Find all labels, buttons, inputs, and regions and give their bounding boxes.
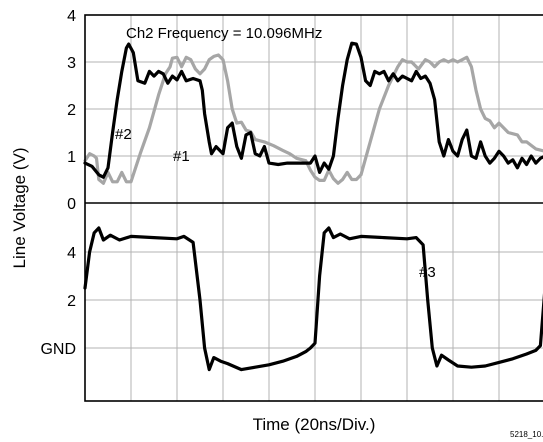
y-tick-label-lower: 4 bbox=[67, 245, 76, 262]
chart-title: Ch2 Frequency = 10.096MHz bbox=[126, 25, 322, 42]
file-id: 5218_10.eps bbox=[510, 430, 543, 439]
y-tick-label-lower: GND bbox=[40, 341, 76, 358]
y-tick-label-upper: 0 bbox=[67, 196, 76, 213]
grid-lines bbox=[85, 15, 543, 401]
y-tick-label-upper: 3 bbox=[67, 55, 76, 72]
plot-frame bbox=[84, 14, 543, 402]
series-3-line bbox=[83, 226, 543, 372]
y-tick-label-lower: 2 bbox=[67, 293, 76, 310]
waveforms bbox=[83, 41, 543, 372]
x-axis-title: Time (20ns/Div.) bbox=[253, 415, 376, 434]
y-tick-label-upper: 4 bbox=[67, 8, 76, 25]
series-label-2: #2 bbox=[115, 126, 132, 143]
y-axis-title: Line Voltage (V) bbox=[10, 148, 29, 269]
y-tick-labels: 0 1 2 3 4 GND 2 4 bbox=[40, 8, 76, 358]
y-tick-label-upper: 2 bbox=[67, 102, 76, 119]
series-label-1: #1 bbox=[173, 148, 190, 165]
series-label-3: #3 bbox=[419, 264, 436, 281]
series-2-line bbox=[83, 41, 543, 179]
series-1-line bbox=[83, 53, 543, 185]
y-tick-label-upper: 1 bbox=[67, 149, 76, 166]
